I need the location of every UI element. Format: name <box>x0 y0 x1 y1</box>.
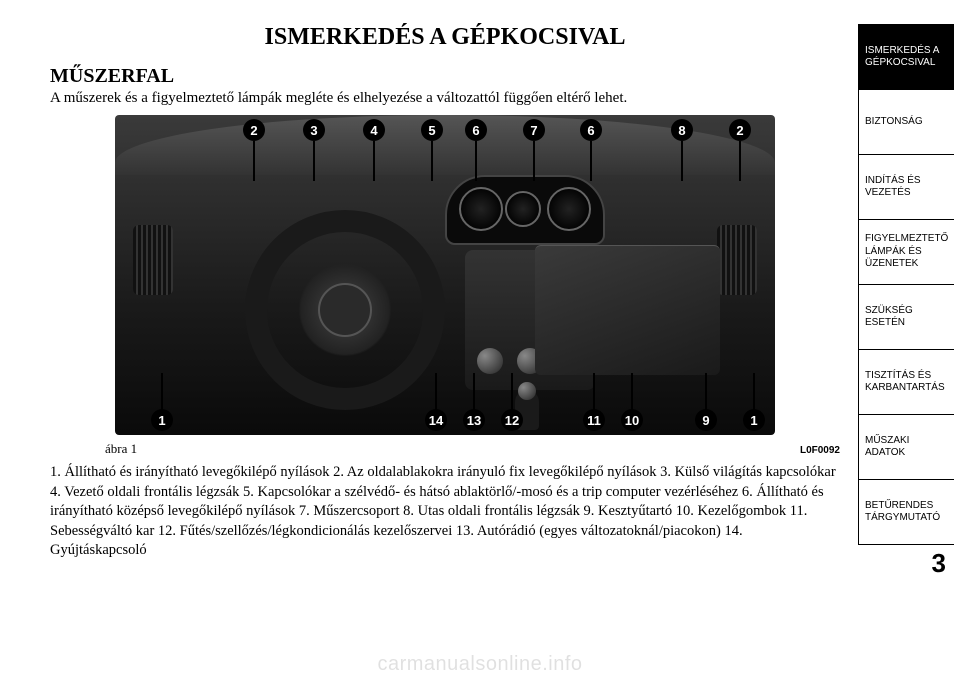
callout-number: 12 <box>501 409 523 431</box>
callout-number: 5 <box>421 119 443 141</box>
section-title: MŰSZERFAL <box>50 65 840 88</box>
callout-leader <box>435 373 437 409</box>
sidebar-tab[interactable]: INDÍTÁS ÉS VEZETÉS <box>858 154 954 220</box>
legend-text: 1. Állítható és irányítható levegőkilépő… <box>50 463 840 561</box>
intro-text: A műszerek és a figyelmeztető lámpák meg… <box>50 90 840 107</box>
sidebar-tab[interactable]: FIGYELMEZTETŐ LÁMPÁK ÉS ÜZENETEK <box>858 219 954 285</box>
callout-number: 13 <box>463 409 485 431</box>
gauge <box>505 191 541 227</box>
callout-leader <box>533 141 535 181</box>
hvac-knob <box>477 348 503 374</box>
main-title: ISMERKEDÉS A GÉPKOCSIVAL <box>50 24 840 51</box>
instrument-cluster <box>445 175 605 245</box>
sidebar-tab[interactable]: TISZTÍTÁS ÉS KARBANTARTÁS <box>858 349 954 415</box>
callout-leader <box>511 373 513 409</box>
glovebox <box>535 245 720 375</box>
callout-number: 4 <box>363 119 385 141</box>
callout-number: 2 <box>729 119 751 141</box>
callout-number: 6 <box>580 119 602 141</box>
watermark: carmanualsonline.info <box>377 653 582 676</box>
sidebar-tab[interactable]: ISMERKEDÉS A GÉPKOCSIVAL <box>858 24 954 90</box>
callout-leader <box>753 373 755 409</box>
dashboard-figure: 2345676821141312111091 <box>115 115 775 435</box>
vent-left <box>133 225 173 295</box>
figure-caption: ábra 1 <box>50 441 137 457</box>
callout-number: 10 <box>621 409 643 431</box>
callout-leader <box>373 141 375 181</box>
sidebar-tab[interactable]: SZÜKSÉG ESETÉN <box>858 284 954 350</box>
figure-caption-row: ábra 1 L0F0092 <box>50 441 840 457</box>
callout-leader <box>739 141 741 181</box>
callout-number: 14 <box>425 409 447 431</box>
sidebar-tab[interactable]: BIZTONSÁG <box>858 89 954 155</box>
gauge <box>547 187 591 231</box>
callout-leader <box>681 141 683 181</box>
sidebar-tab[interactable]: MŰSZAKI ADATOK <box>858 414 954 480</box>
callout-leader <box>705 373 707 409</box>
callout-number: 9 <box>695 409 717 431</box>
callout-leader <box>253 141 255 181</box>
callout-number: 3 <box>303 119 325 141</box>
sidebar-tabs: ISMERKEDÉS A GÉPKOCSIVALBIZTONSÁGINDÍTÁS… <box>858 24 954 579</box>
callout-leader <box>475 141 477 181</box>
callout-leader <box>313 141 315 181</box>
callout-leader <box>473 373 475 409</box>
page-number: 3 <box>858 548 954 579</box>
callout-leader <box>590 141 592 181</box>
callout-number: 1 <box>743 409 765 431</box>
callout-leader <box>593 373 595 409</box>
steering-wheel <box>245 210 445 410</box>
callout-number: 1 <box>151 409 173 431</box>
gauge <box>459 187 503 231</box>
vent-right <box>717 225 757 295</box>
figure-code: L0F0092 <box>800 445 840 456</box>
callout-number: 7 <box>523 119 545 141</box>
callout-leader <box>431 141 433 181</box>
callout-number: 2 <box>243 119 265 141</box>
sidebar-tab[interactable]: BETŰRENDES TÁRGYMUTATÓ <box>858 479 954 545</box>
callout-leader <box>631 373 633 409</box>
callout-number: 8 <box>671 119 693 141</box>
callout-number: 11 <box>583 409 605 431</box>
callout-number: 6 <box>465 119 487 141</box>
callout-leader <box>161 373 163 409</box>
